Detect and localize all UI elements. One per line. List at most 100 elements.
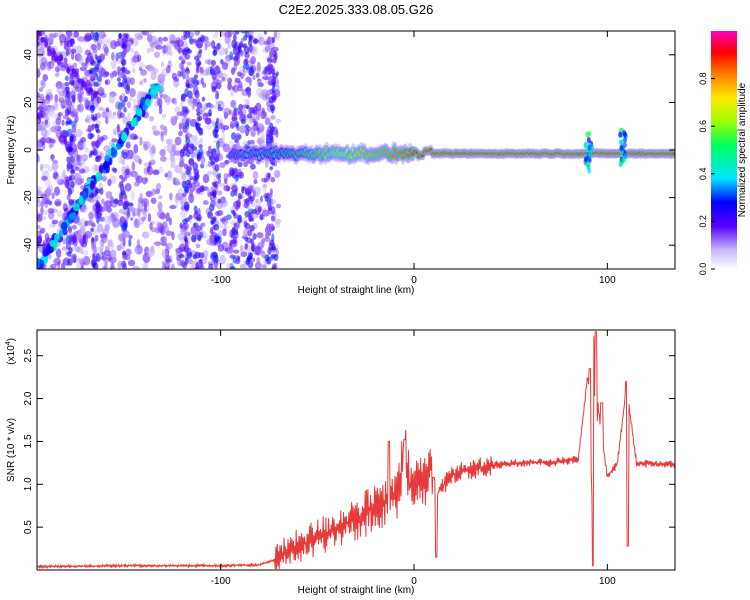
spectrogram-blob bbox=[186, 49, 193, 54]
spectrogram-blob bbox=[234, 188, 238, 197]
spectrogram-blob bbox=[122, 116, 129, 125]
spectrogram-blob bbox=[67, 187, 73, 196]
spectrogram-blob bbox=[193, 74, 199, 79]
spectrogram-blob bbox=[101, 198, 105, 205]
spectrogram-blob bbox=[269, 50, 274, 59]
spectrogram-blob bbox=[102, 255, 110, 264]
spectrogram-ytick-label: 40 bbox=[23, 49, 34, 61]
spectrogram-blob bbox=[37, 213, 43, 223]
spectrogram-blob bbox=[191, 38, 198, 43]
spectrogram-blob bbox=[79, 217, 86, 227]
spectrogram-blob bbox=[229, 120, 236, 129]
spectrogram-blob bbox=[119, 215, 125, 225]
spectrogram-blob bbox=[182, 222, 190, 230]
spectrogram-blob bbox=[206, 238, 213, 246]
spectrogram-blob bbox=[214, 46, 219, 53]
spectrogram-blob bbox=[218, 122, 223, 130]
spectrogram-blob bbox=[259, 195, 264, 203]
spectrogram-blob bbox=[138, 62, 146, 69]
spectrogram-blob bbox=[105, 107, 110, 113]
spectrogram-blob bbox=[275, 118, 282, 124]
spectrogram-blob bbox=[91, 237, 95, 243]
spectrogram-blob bbox=[66, 66, 71, 73]
spectrogram-blob bbox=[178, 253, 185, 259]
spectrogram-blob bbox=[263, 31, 268, 35]
spectrogram-blob bbox=[244, 242, 249, 250]
spectrogram-blob bbox=[96, 75, 103, 82]
spectrogram-blob bbox=[146, 165, 151, 173]
spectrogram-blob bbox=[176, 39, 184, 48]
spectrogram-blob bbox=[90, 150, 95, 156]
spectrogram-blob bbox=[186, 165, 193, 172]
spectrogram-blob bbox=[126, 82, 130, 92]
spectrogram-blob bbox=[260, 239, 265, 249]
spectrogram-blob bbox=[131, 265, 140, 269]
spectrogram-blob bbox=[31, 264, 36, 274]
spectrogram-blob bbox=[124, 182, 132, 192]
spectrogram-blob bbox=[139, 136, 143, 146]
spectrogram-blob bbox=[230, 266, 236, 269]
spectrogram-blob bbox=[104, 245, 110, 252]
spectrogram-blob bbox=[96, 96, 102, 104]
spectrogram-blob bbox=[123, 174, 128, 182]
spectrogram-blob bbox=[242, 186, 247, 191]
spectrogram-blob bbox=[68, 200, 74, 206]
spectrogram-blob bbox=[109, 249, 117, 259]
spectrogram-blob bbox=[80, 185, 84, 190]
spectrogram-blob bbox=[61, 104, 65, 109]
spectrogram-blob bbox=[221, 62, 229, 70]
spectrogram-blob bbox=[184, 106, 189, 113]
spectrogram-blob bbox=[119, 112, 125, 118]
spectrogram-blob bbox=[243, 229, 249, 238]
spectrogram-blob bbox=[80, 137, 87, 143]
spectrogram-blob bbox=[162, 235, 168, 246]
spectrogram-blob bbox=[271, 68, 275, 75]
spectrogram-blob bbox=[44, 41, 49, 48]
spectrogram-blob bbox=[212, 216, 217, 222]
spectrogram-blob bbox=[207, 211, 214, 219]
spectrogram-blob bbox=[195, 243, 201, 249]
spectrogram-blob bbox=[89, 180, 95, 191]
spectrogram-blob bbox=[178, 56, 183, 61]
spectrogram-blob bbox=[153, 241, 162, 246]
spectrogram-blob bbox=[121, 250, 127, 256]
figure-title: C2E2.2025.333.08.05.G26 bbox=[279, 2, 434, 17]
spectrogram-blob bbox=[188, 157, 195, 167]
spectrogram-blob bbox=[157, 73, 166, 84]
spectrogram-blob bbox=[246, 113, 253, 119]
spectrogram-blob bbox=[234, 58, 240, 66]
spectrogram-blob bbox=[184, 185, 190, 194]
spectrogram-blob bbox=[103, 249, 111, 257]
spectrogram-blob bbox=[619, 145, 624, 152]
spectrogram-blob bbox=[163, 125, 168, 136]
colorbar-tick-label: 0.8 bbox=[698, 72, 708, 85]
spectrogram-blob bbox=[185, 66, 189, 72]
spectrogram-blob bbox=[92, 31, 99, 41]
spectrogram-blob bbox=[108, 114, 116, 120]
spectrogram-blob bbox=[210, 160, 215, 166]
spectrogram-blob bbox=[215, 65, 220, 72]
spectrogram-blob bbox=[60, 83, 66, 91]
spectrogram-blob bbox=[138, 158, 142, 165]
spectrogram-blob bbox=[256, 263, 263, 269]
spectrogram-heatmap bbox=[31, 31, 675, 274]
spectrogram-ytick-label: 20 bbox=[23, 96, 34, 108]
spectrogram-blob bbox=[158, 166, 164, 174]
spectrogram-blob bbox=[74, 166, 80, 171]
spectrogram-blob bbox=[37, 112, 43, 119]
spectrogram-blob bbox=[76, 77, 81, 84]
spectrogram-blob bbox=[75, 129, 83, 138]
spectrogram-blob bbox=[253, 179, 258, 185]
snr-scale-label: (x104) bbox=[5, 338, 17, 365]
spectrogram-blob bbox=[267, 247, 272, 256]
spectrogram-blob bbox=[211, 231, 217, 238]
spectrogram-blob bbox=[55, 248, 62, 259]
spectrogram-blob bbox=[152, 169, 160, 175]
colorbar-tick-label: 0.0 bbox=[698, 263, 708, 276]
spectrogram-blob bbox=[71, 94, 76, 102]
spectrogram-blob bbox=[141, 177, 148, 185]
spectrogram-blob bbox=[50, 263, 57, 269]
spectrogram-blob bbox=[49, 223, 56, 228]
spectrogram-xtick-label: -100 bbox=[211, 275, 231, 286]
spectrogram-blob bbox=[252, 214, 259, 219]
